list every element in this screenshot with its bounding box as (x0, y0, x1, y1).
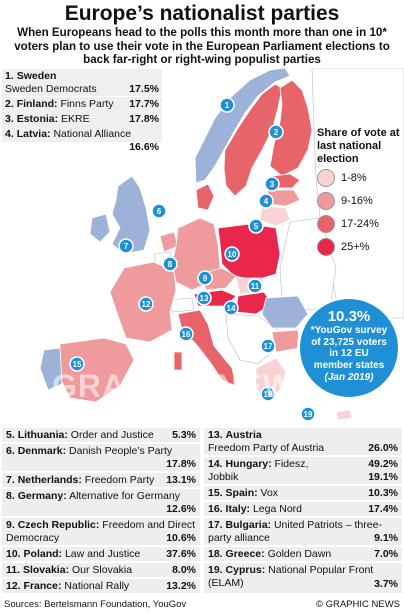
watermark: GRAPHIC NEWS (52, 368, 317, 404)
entry-netherlands: 7. Netherlands: Freedom Party 13.1% (2, 473, 200, 487)
country-sardinia (173, 351, 183, 371)
entry-austria: 13. Austria Freedom Party of Austria 26.0% (204, 428, 402, 455)
map-marker-1: 1 (219, 97, 235, 113)
entry-italy: 16. Italy: Lega Nord 17.4% (204, 502, 402, 516)
country-cyprus (335, 409, 353, 421)
map-marker-16: 16 (178, 326, 194, 342)
legend-item-1: 1-8% (317, 169, 402, 189)
entry-czech: 9. Czech Republic: Freedom and Direct De… (2, 518, 200, 545)
page-title: Europe’s nationalist parties (64, 2, 340, 25)
sources: Sources: Bertelsmann Foundation, YouGov (4, 599, 187, 610)
map-legend: Share of vote at last national election … (317, 127, 402, 258)
svg-text:19: 19 (304, 410, 313, 419)
svg-text:11: 11 (251, 282, 260, 291)
legend-swatch (317, 169, 335, 187)
legend-item-4: 25+% (317, 238, 402, 258)
country-finland (269, 79, 313, 177)
svg-text:9: 9 (203, 274, 208, 283)
legend-swatch (317, 238, 335, 256)
map-svg: 1 2 3 4 5 6 7 8 9 10 11 12 13 14 15 16 1… (39, 68, 404, 422)
svg-text:15: 15 (73, 360, 82, 369)
svg-text:13: 13 (200, 294, 209, 303)
map-marker-3: 3 (264, 176, 280, 192)
entry-sweden: 1. Sweden Sweden Democrats 17.5% (2, 69, 162, 96)
svg-text:6: 6 (157, 207, 162, 216)
svg-text:1: 1 (225, 101, 230, 110)
map-marker-11: 11 (247, 278, 263, 294)
map-marker-5: 5 (248, 218, 264, 234)
entry-latvia: 4. Latvia: National Alliance 16.6% (2, 127, 162, 153)
svg-text:16: 16 (182, 330, 191, 339)
legend-title: Share of vote at last national election (317, 127, 400, 165)
svg-text:7: 7 (124, 242, 129, 251)
svg-text:3: 3 (270, 180, 275, 189)
svg-text:5: 5 (254, 222, 259, 231)
legend-item-2: 9-16% (317, 192, 402, 212)
map-marker-14: 14 (223, 300, 239, 316)
legend-swatch (317, 192, 335, 210)
svg-text:18: 18 (264, 390, 273, 399)
map-marker-18: 18 (260, 386, 276, 402)
entry-germany: 8. Germany: Alternative for Germany 12.6% (2, 489, 200, 516)
map-marker-19: 19 (300, 406, 316, 422)
svg-text:10: 10 (228, 250, 237, 259)
svg-text:12: 12 (142, 300, 151, 309)
map-marker-9: 9 (197, 270, 213, 286)
entry-greece: 18. Greece: Golden Dawn 7.0% (204, 547, 402, 561)
country-uk (111, 175, 151, 255)
country-lithuania (259, 205, 291, 227)
entry-bulgaria: 17. Bulgaria: United Patriots – three-pa… (204, 518, 402, 545)
entry-estonia: 3. Estonia: EKRE 17.8% (2, 112, 162, 127)
page-subtitle: When Europeans head to the polls this mo… (14, 26, 390, 66)
map-marker-15: 15 (69, 356, 85, 372)
entry-cyprus: 19. Cyprus: National Popular Front (ELAM… (204, 563, 402, 593)
map-marker-12: 12 (138, 296, 154, 312)
svg-text:17: 17 (264, 342, 273, 351)
map-marker-6: 6 (151, 203, 167, 219)
svg-text:8: 8 (168, 260, 173, 269)
map-marker-17: 17 (260, 338, 276, 354)
entry-spain: 15. Spain: Vox 10.3% (204, 486, 402, 500)
map-marker-10: 10 (224, 246, 240, 262)
map-marker-2: 2 (268, 124, 284, 140)
country-portugal (39, 347, 63, 391)
credit: © GRAPHIC NEWS (315, 599, 400, 610)
country-denmark (195, 183, 215, 211)
entry-hungary: 14. Hungary: Fidesz, 49.2% Jobbik 19.1% (204, 457, 402, 484)
map-marker-4: 4 (258, 193, 274, 209)
legend-swatch (317, 215, 335, 233)
entry-finland: 2. Finland: Finns Party 17.7% (2, 97, 162, 112)
country-ireland (89, 213, 111, 243)
entry-france: 12. France: National Rally 13.2% (2, 579, 200, 593)
map-marker-8: 8 (162, 256, 178, 272)
entry-slovakia: 11. Slovakia: Our Slovakia 8.0% (2, 563, 200, 577)
entry-poland: 10. Poland: Law and Justice 37.6% (2, 547, 200, 561)
map-marker-7: 7 (118, 238, 134, 254)
country-bulgaria (271, 329, 301, 353)
legend-item-3: 17-24% (317, 215, 402, 235)
svg-text:2: 2 (274, 128, 279, 137)
entry-denmark: 6. Denmark: Danish People’s Party 17.8% (2, 444, 200, 471)
svg-text:14: 14 (227, 304, 236, 313)
country-romania (261, 295, 309, 329)
entries-table: 5. Lithuania: Order and Justice 5.3% 6. D… (0, 424, 404, 596)
map-marker-13: 13 (196, 290, 212, 306)
survey-callout: 10.3% *YouGov survey of 23,725 voters in… (297, 296, 401, 400)
europe-map: 1 2 3 4 5 6 7 8 9 10 11 12 13 14 15 16 1… (0, 68, 404, 423)
svg-text:4: 4 (264, 197, 269, 206)
entry-lithuania: 5. Lithuania: Order and Justice 5.3% (2, 428, 200, 442)
